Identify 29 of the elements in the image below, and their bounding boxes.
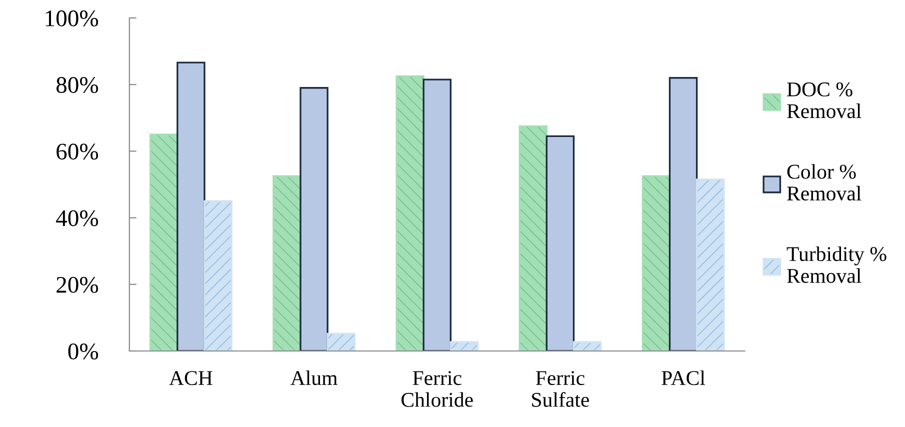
bar (696, 178, 725, 351)
y-tick-label: 80% (56, 77, 98, 94)
bar (300, 87, 328, 351)
legend-label: Turbidity % Removal (786, 246, 886, 283)
bar (668, 77, 698, 351)
x-tick-label: Alum (290, 370, 338, 386)
y-tick-label: 40% (56, 210, 98, 226)
x-tick-label: PACl (662, 370, 706, 386)
y-tick-label: 20% (56, 276, 98, 293)
y-tick-label: 60% (56, 144, 98, 160)
bar (422, 78, 452, 351)
legend-label: DOC % Removal (787, 82, 862, 118)
bar (176, 62, 206, 351)
y-tick-label: 100% (46, 10, 98, 26)
x-tick-label: ACH (169, 371, 212, 386)
bar (150, 134, 178, 351)
x-tick-label: Ferric Chloride (402, 371, 473, 407)
bar (518, 125, 548, 351)
x-tick-label: Ferric Sulfate (532, 371, 589, 407)
bar (546, 135, 575, 351)
bar (326, 332, 356, 351)
bar (204, 200, 232, 351)
y-tick-label: 0% (68, 343, 98, 360)
bar (642, 175, 671, 351)
legend-label: Color % Removal (787, 164, 862, 201)
bar (396, 75, 424, 351)
bar (272, 175, 302, 351)
bar (450, 341, 479, 351)
bar (572, 341, 602, 351)
